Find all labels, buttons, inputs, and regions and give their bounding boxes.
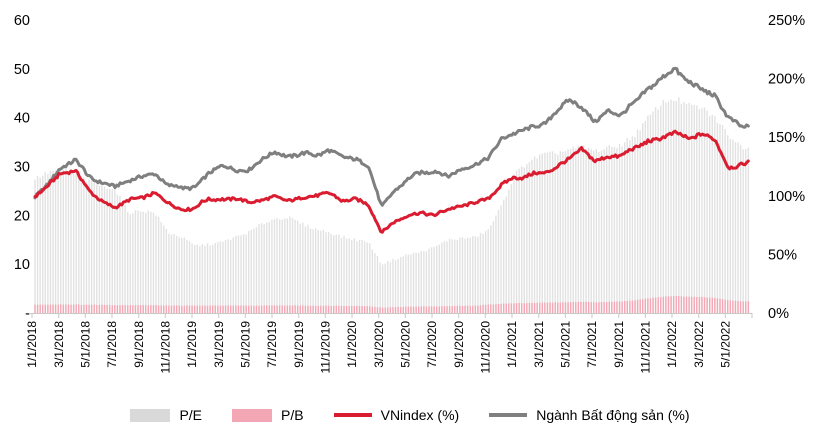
- legend-item-bds: Ngành Bất động sản (%): [489, 407, 690, 423]
- left-axis-tick-label: 40: [14, 111, 30, 127]
- x-tick-label: 7/1/2018: [105, 321, 119, 368]
- x-tick-label: 7/1/2020: [425, 321, 439, 368]
- x-tick-label: 9/1/2019: [292, 321, 306, 368]
- legend-label-pb: P/B: [281, 407, 304, 423]
- x-tick-label: 1/1/2018: [25, 321, 39, 368]
- legend-item-pb: P/B: [232, 407, 304, 423]
- legend-label-vnindex: VNindex (%): [380, 407, 460, 423]
- left-axis-tick-label: -: [25, 306, 30, 322]
- right-axis-tick-label: 250%: [768, 13, 805, 29]
- right-axis-tick-label: 50%: [768, 247, 797, 263]
- x-tick-label: 1/1/2019: [185, 321, 199, 368]
- legend-label-bds: Ngành Bất động sản (%): [536, 407, 690, 423]
- x-tick-label: 5/1/2021: [559, 321, 573, 368]
- pb-bars: [34, 295, 750, 313]
- vnindex-line: [33, 129, 750, 234]
- legend: P/E P/B VNindex (%) Ngành Bất động sản (…: [0, 407, 820, 423]
- x-tick-label: 3/1/2019: [212, 321, 226, 368]
- right-axis-tick-label: 100%: [768, 189, 805, 205]
- x-tick-label: 3/1/2018: [52, 321, 66, 368]
- right-axis-tick-label: 0%: [768, 306, 789, 322]
- x-tick-label: 5/1/2022: [719, 321, 733, 368]
- vnindex-line-swatch: [333, 413, 372, 417]
- x-tick-label: 7/1/2019: [265, 321, 279, 368]
- right-axis-tick-label: 200%: [768, 72, 805, 88]
- x-tick-label: 9/1/2020: [452, 321, 466, 368]
- right-axis-labels: 250% 200% 150% 100% 50% 0%: [768, 13, 805, 322]
- pb-swatch: [232, 408, 273, 422]
- right-axis-tick-label: 150%: [768, 130, 805, 146]
- left-axis-tick-label: 30: [14, 160, 30, 176]
- x-tick-label: 11/1/2020: [479, 321, 493, 374]
- x-tick-label: 9/1/2018: [132, 321, 146, 368]
- x-tick-label: 5/1/2019: [239, 321, 253, 368]
- legend-item-vnindex: VNindex (%): [333, 407, 460, 423]
- x-tick-label: 5/1/2020: [399, 321, 413, 368]
- x-tick-label: 1/1/2022: [665, 321, 679, 368]
- legend-label-pe: P/E: [179, 407, 203, 423]
- x-tick-label: 3/1/2022: [692, 321, 706, 368]
- legend-item-pe: P/E: [130, 407, 202, 423]
- x-tick-label: 5/1/2018: [79, 321, 93, 368]
- left-axis-tick-label: 20: [14, 208, 30, 224]
- bds-line-swatch: [489, 413, 528, 417]
- x-tick-label: 3/1/2020: [372, 321, 386, 368]
- x-axis-labels: 1/1/2018 3/1/2018 5/1/2018 7/1/2018 9/1/2018…: [25, 321, 732, 374]
- bds-line: [33, 66, 750, 207]
- left-axis-tick-label: 60: [14, 13, 30, 29]
- x-tick-label: 11/1/2018: [159, 321, 173, 374]
- x-axis: [30, 313, 753, 318]
- x-tick-label: 3/1/2021: [532, 321, 546, 368]
- x-tick-label: 9/1/2021: [612, 321, 626, 368]
- left-axis-tick-label: 10: [14, 257, 30, 273]
- x-tick-label: 1/1/2021: [505, 321, 519, 368]
- pe-bars: [34, 97, 750, 314]
- x-tick-label: 11/1/2021: [639, 321, 653, 374]
- left-axis-labels: 60 50 40 30 20 10 -: [14, 13, 30, 322]
- x-axis-line: [30, 313, 752, 314]
- x-tick-label: 7/1/2021: [585, 321, 599, 368]
- left-axis-tick-label: 50: [14, 62, 30, 78]
- pe-swatch: [130, 408, 171, 422]
- x-tick-label: 1/1/2020: [345, 321, 359, 368]
- x-tick-label: 11/1/2019: [319, 321, 333, 374]
